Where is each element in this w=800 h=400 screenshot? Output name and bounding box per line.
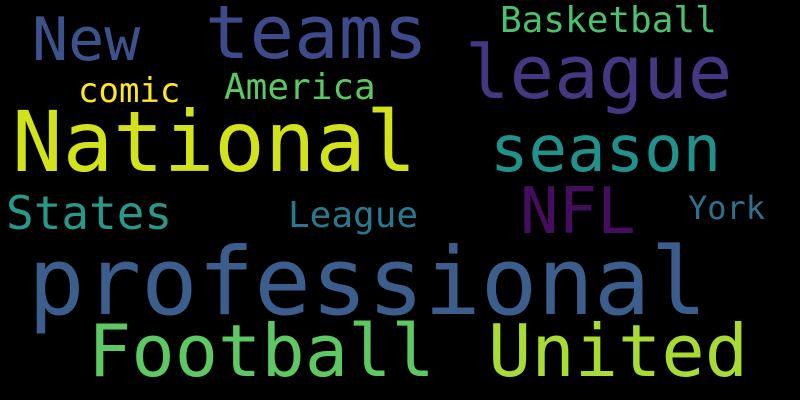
word-nfl: NFL (520, 175, 636, 249)
word-united: United (488, 309, 749, 393)
word-league-lowercase: league (465, 30, 733, 116)
word-america: America (224, 67, 376, 108)
word-league-capitalized: League (288, 195, 419, 236)
word-states: States (6, 186, 173, 240)
word-national: National (12, 93, 417, 191)
word-football: Football (88, 309, 435, 393)
word-season: season (490, 113, 722, 187)
word-new: New (32, 5, 141, 75)
word-professional: professional (28, 228, 708, 337)
word-basketball: Basketball (500, 0, 717, 41)
word-comic: comic (78, 71, 181, 111)
word-york: York (688, 189, 766, 227)
word-teams: teams (205, 0, 428, 76)
